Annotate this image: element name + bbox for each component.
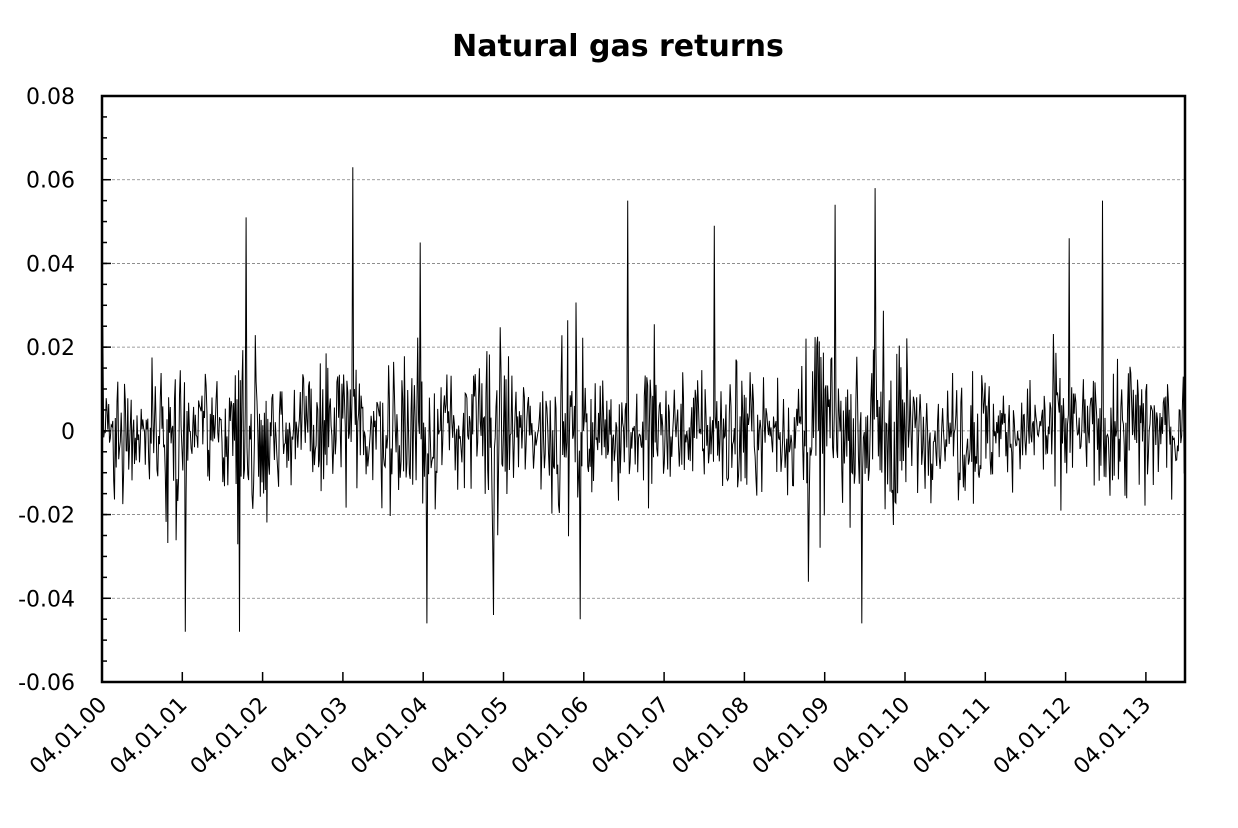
y-tick-label: 0.02 xyxy=(26,336,75,361)
x-tick-label: 04.01.11 xyxy=(909,693,996,780)
x-tick-label: 04.01.01 xyxy=(106,693,193,780)
series-layer xyxy=(101,167,1186,632)
x-tick-label: 04.01.04 xyxy=(346,693,433,780)
x-tick-label: 04.01.09 xyxy=(748,693,835,780)
x-tick-label: 04.01.13 xyxy=(1069,693,1156,780)
x-tick-label: 04.01.00 xyxy=(25,693,112,780)
y-tick-label: -0.04 xyxy=(18,587,75,612)
x-tick-label: 04.01.08 xyxy=(668,693,755,780)
plot-frame xyxy=(100,94,1187,684)
y-tick-label: 0.04 xyxy=(26,252,75,277)
y-axis: 0.08 0.06 0.04 0.02 0 -0.02 -0.04 -0.06 xyxy=(18,85,111,696)
y-tick-label: 0.08 xyxy=(26,85,75,110)
x-tick-label: 04.01.02 xyxy=(186,693,273,780)
series-line-natural-gas-returns xyxy=(101,167,1186,632)
y-tick-label: 0 xyxy=(61,420,75,445)
y-tick-label: 0.06 xyxy=(26,169,75,194)
x-tick-label: 04.01.07 xyxy=(587,693,674,780)
x-tick-label: 04.01.10 xyxy=(828,693,915,780)
gridlines xyxy=(102,179,1185,599)
x-axis: 04.01.0004.01.0104.01.0204.01.0304.01.04… xyxy=(25,672,1156,780)
chart-title: Natural gas returns xyxy=(452,29,784,64)
y-tick-label: -0.02 xyxy=(18,504,75,529)
x-tick-label: 04.01.06 xyxy=(507,693,594,780)
x-tick-label: 04.01.12 xyxy=(989,693,1076,780)
x-tick-label: 04.01.05 xyxy=(427,693,514,780)
x-tick-label: 04.01.03 xyxy=(266,693,353,780)
y-tick-label: -0.06 xyxy=(18,671,75,696)
